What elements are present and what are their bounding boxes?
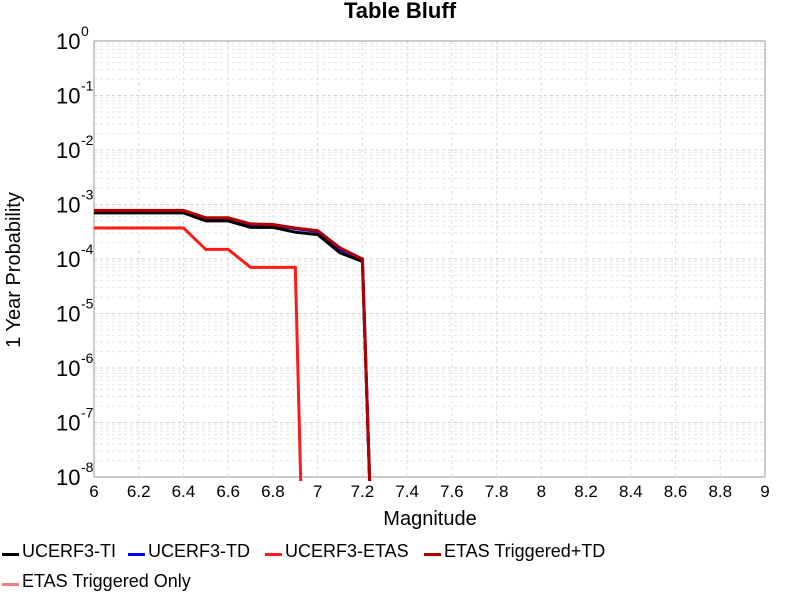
legend: UCERF3-TI UCERF3-TD UCERF3-ETAS ETAS Tri… [0, 538, 800, 600]
y-tick-label: 10 -3 [56, 187, 94, 218]
x-tick-label: 8.4 [619, 482, 643, 501]
legend-swatch-etas-triggered-td [424, 552, 441, 556]
legend-swatch-ucerf3-ti [2, 552, 19, 556]
y-tick-label: 10 -2 [56, 132, 94, 163]
legend-item-etas-triggered-only: ETAS Triggered Only [2, 568, 191, 594]
x-tick-label: 6 [89, 482, 98, 501]
y-tick-base: 10 [56, 84, 80, 109]
y-tick-base: 10 [56, 247, 80, 272]
series-line-ucerf3-etas [94, 226, 303, 481]
x-tick-label: 9 [760, 482, 769, 501]
series-line-ucerf3-ti [94, 211, 372, 481]
x-tick-label: 8.6 [664, 482, 688, 501]
legend-label: UCERF3-TD [148, 540, 250, 561]
y-tick-label: 10 -4 [56, 241, 94, 272]
x-tick-label: 8 [537, 482, 546, 501]
y-tick-exponent: 0 [81, 23, 89, 39]
y-tick-label: 10 -6 [56, 350, 94, 381]
y-tick-exponent: -2 [81, 132, 94, 148]
y-tick-label: 10 0 [56, 23, 89, 54]
legend-swatch-etas-triggered-only [2, 582, 19, 586]
y-tick-exponent: -7 [81, 405, 94, 421]
y-tick-base: 10 [56, 356, 80, 381]
legend-swatch-ucerf3-etas [265, 552, 282, 556]
legend-item-etas-triggered-td: ETAS Triggered+TD [424, 538, 605, 564]
y-tick-exponent: -5 [81, 296, 94, 312]
legend-item-ucerf3-td: UCERF3-TD [128, 538, 250, 564]
legend-item-ucerf3-ti: UCERF3-TI [2, 538, 116, 564]
legend-label: ETAS Triggered Only [22, 570, 191, 591]
legend-label: UCERF3-ETAS [285, 540, 409, 561]
y-tick-base: 10 [56, 193, 80, 218]
x-tick-label: 8.2 [574, 482, 598, 501]
y-tick-exponent: -6 [81, 350, 94, 366]
y-tick-exponent: -8 [81, 459, 94, 475]
y-tick-exponent: -3 [81, 187, 94, 203]
x-axis-label: Magnitude [383, 508, 476, 530]
x-tick-label: 7.2 [351, 482, 375, 501]
legend-label: ETAS Triggered+TD [444, 540, 606, 561]
y-tick-label: 10 -1 [56, 78, 94, 109]
y-tick-exponent: -1 [81, 78, 94, 94]
legend-item-ucerf3-etas: UCERF3-ETAS [265, 538, 409, 564]
x-tick-label: 6.6 [216, 482, 240, 501]
x-tick-label: 7.8 [485, 482, 509, 501]
y-tick-label: 10 -8 [56, 459, 94, 490]
x-tick-labels: 6 6.2 6.4 6.6 6.8 7 7.2 7.4 7.6 7.8 8 8.2 8.4 8.6 8.8 9 [89, 482, 769, 501]
y-tick-base: 10 [56, 411, 80, 436]
plot-frame [93, 40, 766, 478]
y-tick-base: 10 [56, 29, 80, 54]
y-tick-exponent: -4 [81, 241, 94, 257]
x-tick-label: 8.8 [708, 482, 732, 501]
chart-title: Table Bluff [344, 0, 457, 23]
grid [93, 40, 766, 478]
series-lines [94, 208, 372, 481]
x-tick-label: 7 [313, 482, 322, 501]
x-tick-label: 6.8 [261, 482, 285, 501]
y-axis-label: 1 Year Probability [3, 192, 25, 348]
series-line-etas-triggered-td [94, 208, 372, 481]
y-tick-base: 10 [56, 302, 80, 327]
x-tick-label: 6.4 [172, 482, 196, 501]
y-tick-base: 10 [56, 465, 80, 490]
x-tick-label: 7.6 [440, 482, 464, 501]
legend-swatch-ucerf3-td [128, 552, 145, 556]
x-tick-label: 6.2 [127, 482, 151, 501]
x-tick-label: 7.4 [395, 482, 419, 501]
y-tick-label: 10 -7 [56, 405, 94, 436]
y-tick-base: 10 [56, 138, 80, 163]
legend-label: UCERF3-TI [22, 540, 116, 561]
y-tick-label: 10 -5 [56, 296, 94, 327]
